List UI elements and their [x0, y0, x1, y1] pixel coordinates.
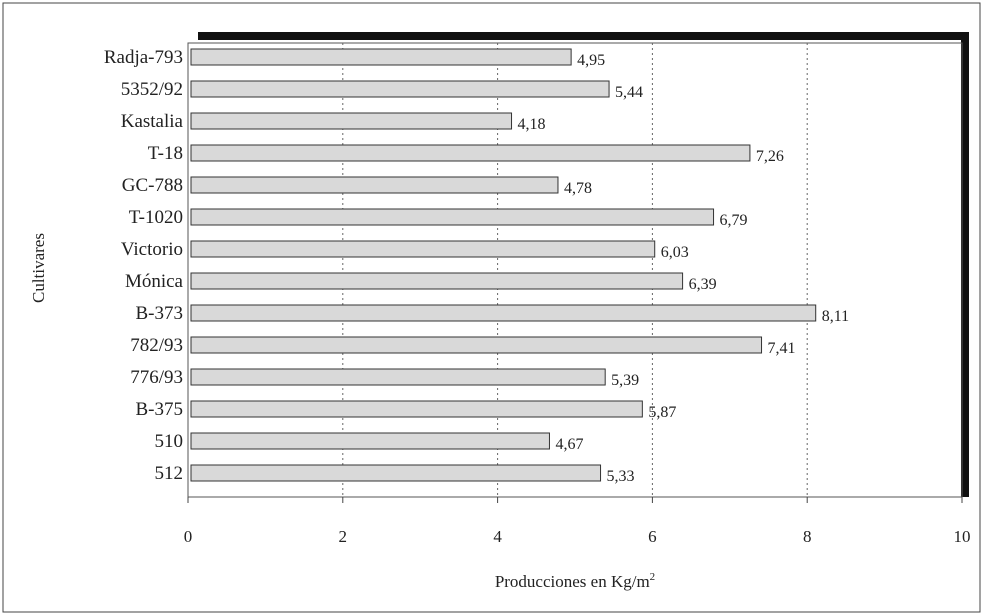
value-label: 8,11	[822, 308, 849, 325]
plot-frame	[187, 42, 963, 498]
value-label: 5,87	[648, 404, 676, 421]
value-label: 4,67	[555, 436, 583, 453]
x-axis-label-superscript: 2	[650, 571, 656, 583]
bars: Radja-793 4,95 5352/92 5,44 Kastalia 4,18 T-18…	[104, 47, 849, 485]
category-label: Mónica	[125, 271, 184, 292]
bar	[190, 368, 606, 386]
bar	[190, 336, 763, 354]
bar	[190, 304, 817, 322]
bar	[190, 208, 715, 226]
value-label: 6,79	[720, 212, 748, 229]
value-label: 7,26	[756, 148, 784, 165]
category-label: Kastalia	[121, 111, 184, 132]
bar	[190, 240, 656, 258]
value-label: 5,39	[611, 372, 639, 389]
x-axis-ticks: 0 2 4 6 8 10	[184, 497, 971, 546]
value-label: 7,41	[768, 340, 796, 357]
category-label: Radja-793	[104, 47, 183, 68]
x-tick-label: 10	[954, 527, 971, 546]
x-tick-label: 0	[184, 527, 193, 546]
value-label: 4,78	[564, 180, 592, 197]
value-label: 6,39	[689, 276, 717, 293]
category-label: 782/93	[130, 335, 183, 356]
bar	[190, 400, 643, 418]
x-axis-label: Producciones en Kg/m2	[495, 571, 655, 591]
value-label: 6,03	[661, 244, 689, 261]
bar	[190, 432, 550, 450]
category-label: 5352/92	[121, 79, 183, 100]
category-label: 512	[155, 463, 184, 484]
category-label: GC-788	[122, 175, 183, 196]
value-label: 4,18	[518, 116, 546, 133]
category-label: B-375	[136, 399, 184, 420]
category-label: B-373	[136, 303, 184, 324]
x-tick-label: 6	[648, 527, 657, 546]
value-label: 5,44	[615, 84, 643, 101]
x-tick-label: 8	[803, 527, 812, 546]
category-label: T-1020	[129, 207, 183, 228]
x-tick-label: 2	[339, 527, 348, 546]
value-label: 4,95	[577, 52, 605, 69]
bar	[190, 80, 610, 98]
x-tick-label: 4	[493, 527, 502, 546]
bar	[190, 144, 751, 162]
bar	[190, 112, 513, 130]
bar	[190, 464, 602, 482]
value-label: 5,33	[607, 468, 635, 485]
category-label: Victorio	[121, 239, 183, 260]
bar	[190, 48, 572, 66]
plot-frame-shadow	[198, 32, 969, 497]
bar	[190, 176, 559, 194]
category-label: 776/93	[130, 367, 183, 388]
y-axis-label: Cultivares	[29, 233, 48, 303]
category-label: 510	[155, 431, 184, 452]
category-label: T-18	[148, 143, 183, 164]
bar	[190, 272, 684, 290]
